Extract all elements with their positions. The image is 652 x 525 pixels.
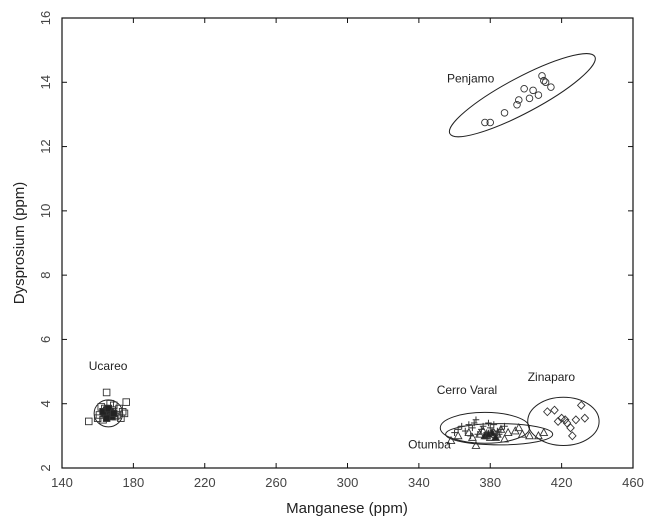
penjamo-point bbox=[486, 118, 495, 127]
y-tick-label: 2 bbox=[38, 464, 53, 471]
otumba-point-solid bbox=[491, 432, 501, 441]
penjamo-point bbox=[481, 118, 489, 127]
cerro-varal-ellipse bbox=[439, 411, 531, 444]
otumba-point bbox=[539, 427, 549, 436]
zinaparo-ellipse bbox=[527, 396, 600, 446]
zinaparo-label: Zinaparo bbox=[528, 370, 576, 384]
penjamo-point bbox=[529, 86, 537, 95]
x-tick-label: 460 bbox=[622, 475, 644, 490]
penjamo-ellipse bbox=[448, 53, 596, 138]
y-tick-label: 10 bbox=[38, 204, 53, 218]
cerro-varal-point bbox=[485, 419, 492, 427]
otumba-point bbox=[500, 434, 509, 443]
y-tick-label: 12 bbox=[38, 139, 53, 153]
penjamo-point bbox=[500, 109, 509, 117]
otumba-point bbox=[478, 426, 488, 435]
zinaparo-point bbox=[550, 405, 559, 415]
cerro-varal-point bbox=[469, 424, 476, 432]
penjamo-point bbox=[520, 84, 528, 93]
zinaparo-point bbox=[560, 415, 570, 425]
cerro-varal-point bbox=[472, 416, 480, 424]
otumba-point bbox=[446, 435, 456, 445]
cerro-varal-point bbox=[451, 429, 458, 436]
y-tick-label: 4 bbox=[38, 400, 53, 407]
zinaparo-point bbox=[568, 431, 577, 441]
otumba-point bbox=[453, 431, 463, 440]
zinaparo-point bbox=[543, 407, 552, 417]
ucareo-point-solid bbox=[104, 404, 113, 413]
x-tick-label: 300 bbox=[337, 475, 359, 490]
penjamo-point bbox=[525, 94, 534, 103]
otumba-point bbox=[514, 422, 524, 432]
ucareo-point bbox=[122, 398, 130, 406]
cerro-varal-point bbox=[458, 422, 465, 430]
zinaparo-point bbox=[571, 415, 581, 425]
penjamo-point bbox=[538, 72, 546, 80]
cerro-varal-point bbox=[486, 424, 494, 432]
penjamo-point bbox=[515, 96, 523, 104]
otumba-point bbox=[471, 440, 481, 449]
zinaparo-point bbox=[553, 416, 563, 426]
x-tick-label: 180 bbox=[123, 475, 145, 490]
cerro-varal-point bbox=[490, 421, 498, 428]
cerro-varal-point bbox=[465, 421, 473, 428]
y-tick-label: 8 bbox=[38, 272, 53, 279]
otumba-ellipse bbox=[445, 423, 554, 446]
zinaparo-point bbox=[576, 400, 586, 410]
x-axis-title: Manganese (ppm) bbox=[286, 500, 408, 517]
otumba-point bbox=[464, 427, 474, 436]
otumba-point bbox=[517, 429, 527, 438]
x-tick-label: 140 bbox=[51, 475, 73, 490]
ucareo-point bbox=[85, 417, 93, 426]
ucareo-point-solid bbox=[102, 414, 111, 422]
x-tick-label: 220 bbox=[194, 475, 216, 490]
x-tick-label: 340 bbox=[408, 475, 430, 490]
x-tick-label: 420 bbox=[551, 475, 573, 490]
zinaparo-point bbox=[562, 418, 572, 428]
cerro-varal-point bbox=[501, 422, 508, 430]
otumba-label: Otumba bbox=[408, 438, 451, 452]
ucareo-point-solid bbox=[109, 409, 118, 418]
penjamo-point bbox=[540, 76, 548, 85]
cerro-varal-label: Cerro Varal bbox=[437, 383, 497, 397]
points-layer bbox=[85, 72, 590, 449]
ucareo-point bbox=[102, 388, 111, 397]
x-tick-label: 380 bbox=[479, 475, 501, 490]
zinaparo-point bbox=[566, 423, 575, 433]
x-tick-label: 260 bbox=[265, 475, 287, 490]
ellipses-layer bbox=[93, 53, 600, 446]
labels-layer: Penjamo Ucareo Cerro Varal Otumba Zinaparo bbox=[89, 71, 576, 451]
penjamo-point bbox=[541, 78, 550, 87]
ucareo-ellipse bbox=[93, 399, 124, 428]
otumba-point bbox=[525, 431, 534, 440]
penjamo-point bbox=[547, 83, 555, 91]
otumba-point bbox=[467, 432, 477, 441]
ucareo-point bbox=[117, 414, 125, 422]
zinaparo-point bbox=[580, 413, 590, 423]
otumba-point bbox=[503, 427, 513, 436]
y-tick-label: 14 bbox=[38, 75, 53, 89]
otumba-point bbox=[496, 424, 506, 433]
penjamo-label: Penjamo bbox=[447, 71, 495, 85]
otumba-point-solid bbox=[484, 429, 493, 438]
penjamo-point bbox=[513, 101, 521, 109]
ucareo-label: Ucareo bbox=[89, 359, 128, 373]
y-tick-label: 16 bbox=[38, 11, 53, 25]
ticks-layer: 140 180 220 260 300 340 380 420 460 2 4 6 8 10 12 14 16 bbox=[38, 11, 644, 490]
penjamo-point bbox=[534, 91, 543, 99]
y-axis-title: Dysprosium (ppm) bbox=[11, 182, 28, 305]
y-tick-label: 6 bbox=[38, 336, 53, 343]
